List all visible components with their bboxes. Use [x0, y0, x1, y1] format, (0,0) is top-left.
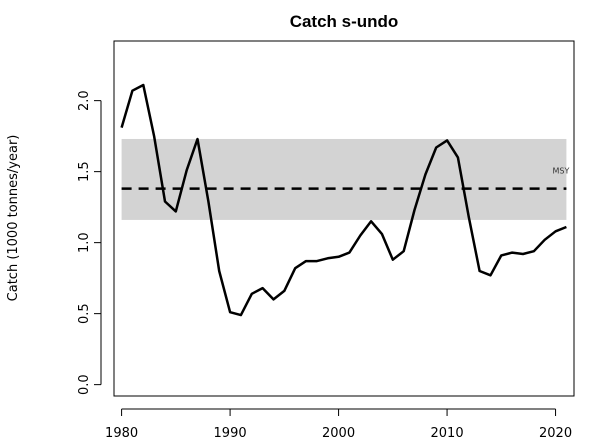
chart-title: Catch s-undo	[290, 12, 399, 31]
x-tick-label: 2000	[322, 426, 355, 441]
y-tick-label: 0.0	[77, 374, 92, 395]
msy-band	[121, 138, 567, 220]
y-tick-label: 1.0	[77, 232, 92, 253]
catch-series-line	[120, 83, 567, 317]
msy-label: MSY	[553, 167, 570, 176]
y-tick-label: 2.0	[77, 90, 92, 111]
x-tick-label: 1990	[214, 426, 247, 441]
x-tick-label: 1980	[105, 426, 138, 441]
plot-frame	[113, 40, 575, 397]
x-tick-label: 2010	[431, 426, 464, 441]
y-axis-label: Catch (1000 tonnes/year)	[6, 135, 21, 302]
y-tick-label: 0.5	[77, 303, 92, 324]
x-tick-label: 2020	[539, 426, 572, 441]
y-tick-label: 1.5	[77, 161, 92, 182]
